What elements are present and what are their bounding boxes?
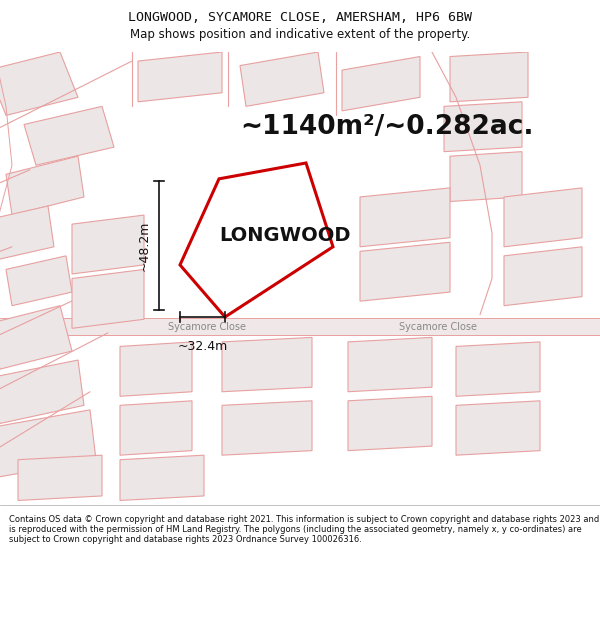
Polygon shape (72, 269, 144, 328)
Polygon shape (450, 152, 522, 201)
Polygon shape (0, 306, 72, 369)
Text: LONGWOOD, SYCAMORE CLOSE, AMERSHAM, HP6 6BW: LONGWOOD, SYCAMORE CLOSE, AMERSHAM, HP6 … (128, 11, 472, 24)
Polygon shape (222, 401, 312, 455)
Polygon shape (504, 188, 582, 247)
Polygon shape (360, 188, 450, 247)
Text: ~32.4m: ~32.4m (178, 339, 227, 352)
Text: Sycamore Close: Sycamore Close (399, 322, 477, 332)
Polygon shape (342, 56, 420, 111)
Polygon shape (120, 342, 192, 396)
Text: LONGWOOD: LONGWOOD (219, 226, 351, 245)
Polygon shape (120, 455, 204, 501)
Polygon shape (450, 52, 528, 102)
Polygon shape (348, 396, 432, 451)
Text: Sycamore Close: Sycamore Close (168, 322, 246, 332)
Polygon shape (456, 401, 540, 455)
Polygon shape (138, 52, 222, 102)
Text: Map shows position and indicative extent of the property.: Map shows position and indicative extent… (130, 28, 470, 41)
Polygon shape (504, 247, 582, 306)
Polygon shape (6, 256, 72, 306)
Polygon shape (456, 342, 540, 396)
Polygon shape (24, 106, 114, 165)
Polygon shape (0, 410, 96, 478)
Polygon shape (222, 338, 312, 392)
Polygon shape (360, 242, 450, 301)
Text: ~1140m²/~0.282ac.: ~1140m²/~0.282ac. (240, 114, 533, 140)
Bar (0, 318, 600, 335)
Text: Contains OS data © Crown copyright and database right 2021. This information is : Contains OS data © Crown copyright and d… (9, 514, 599, 544)
Polygon shape (6, 156, 84, 215)
Polygon shape (0, 206, 54, 261)
Polygon shape (18, 455, 102, 501)
Polygon shape (180, 163, 333, 317)
Polygon shape (0, 52, 78, 116)
Text: ~48.2m: ~48.2m (137, 221, 151, 271)
Polygon shape (72, 215, 144, 274)
Polygon shape (240, 52, 324, 106)
Polygon shape (348, 338, 432, 392)
Polygon shape (444, 102, 522, 152)
Polygon shape (0, 360, 84, 424)
Polygon shape (120, 401, 192, 455)
